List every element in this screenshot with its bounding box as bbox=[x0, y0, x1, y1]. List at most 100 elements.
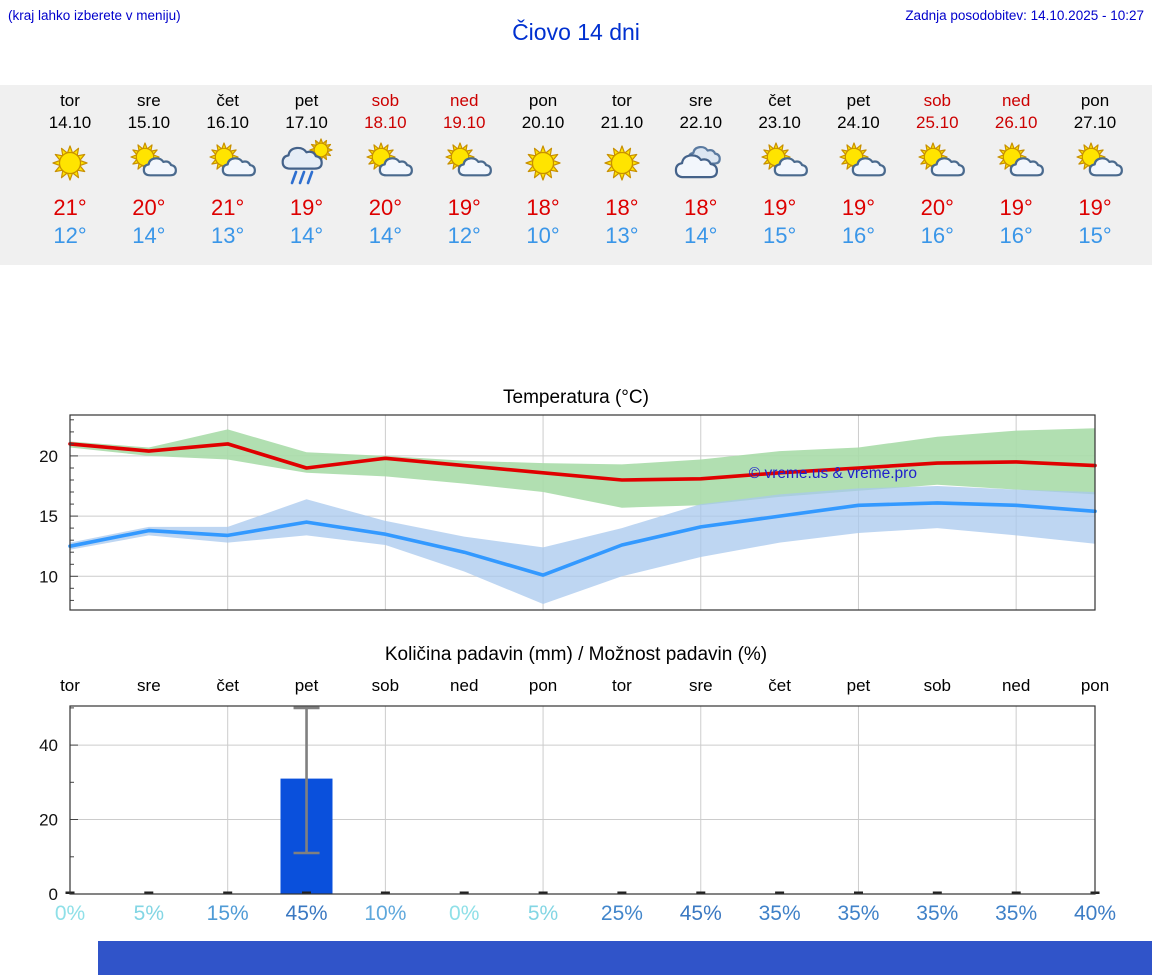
precip-probability: 0% bbox=[449, 902, 480, 925]
svg-text:10: 10 bbox=[39, 567, 58, 586]
svg-text:0: 0 bbox=[49, 885, 58, 902]
svg-text:20: 20 bbox=[39, 811, 58, 830]
day-name: tor bbox=[612, 91, 632, 110]
low-temp: 15° bbox=[762, 223, 797, 248]
precip-day-label: pet bbox=[294, 676, 319, 695]
sunny-icon bbox=[582, 136, 662, 192]
high-temp: 20° bbox=[920, 195, 954, 220]
day-name: pon bbox=[528, 91, 558, 110]
rain-showers-icon bbox=[267, 136, 347, 192]
high-temp: 19° bbox=[841, 195, 876, 220]
temperature-chart: 10 15 20 © vreme.us & vreme.pro bbox=[0, 410, 1152, 616]
zero-bar-tick bbox=[854, 891, 863, 894]
precip-day-label: pon bbox=[528, 676, 558, 695]
forecast-day[interactable]: tor 21.10 18° 13° bbox=[582, 85, 662, 249]
forecast-strip: tor 14.10 21° 12° sre 15.10 20° 14° čet 16.10 21° 1… bbox=[0, 85, 1152, 265]
day-date: 25.10 bbox=[916, 113, 959, 132]
partly-cloudy-icon bbox=[345, 136, 425, 192]
error-whisker bbox=[293, 706, 320, 855]
zero-bar-tick bbox=[380, 891, 390, 894]
precip-probability: 45% bbox=[679, 902, 722, 925]
zero-bar-tick bbox=[932, 891, 942, 894]
day-name: pon bbox=[1080, 91, 1110, 110]
forecast-day[interactable]: čet 16.10 21° 13° bbox=[188, 85, 268, 249]
low-temp: 15° bbox=[1078, 223, 1112, 248]
zero-bar-tick bbox=[1011, 891, 1021, 894]
high-temp: 19° bbox=[999, 195, 1033, 220]
high-temp: 19° bbox=[289, 195, 324, 220]
menu-hint: (kraj lahko izberete v meniju) bbox=[8, 8, 181, 23]
forecast-day[interactable]: sob 25.10 20° 16° bbox=[897, 85, 977, 249]
precipitation-day-labels: tor sre čet pet sob ned pon tor sre čet pet sob ned p… bbox=[0, 676, 1152, 698]
low-temp: 14° bbox=[368, 223, 403, 248]
day-date: 14.10 bbox=[48, 113, 92, 132]
forecast-day[interactable]: sre 22.10 18° 14° bbox=[661, 85, 741, 249]
precip-day-label: ned bbox=[1001, 676, 1031, 695]
zero-bar-tick bbox=[144, 891, 154, 894]
low-temp: 12° bbox=[53, 223, 87, 248]
forecast-day[interactable]: pet 24.10 19° 16° bbox=[818, 85, 898, 249]
partly-cloudy-icon bbox=[1055, 136, 1135, 192]
precip-probability: 5% bbox=[133, 902, 165, 925]
low-temp: 13° bbox=[605, 223, 639, 248]
forecast-day[interactable]: ned 26.10 19° 16° bbox=[976, 85, 1056, 249]
sunny-icon bbox=[503, 136, 583, 192]
precipitation-chart: 0 20 40 bbox=[0, 702, 1152, 904]
zero-bar-tick bbox=[775, 891, 785, 894]
forecast-day[interactable]: pon 27.10 19° 15° bbox=[1055, 85, 1135, 249]
precip-day-label: sob bbox=[923, 676, 951, 695]
precip-probability: 35% bbox=[837, 902, 880, 925]
day-name: sre bbox=[688, 91, 713, 110]
precip-day-label: pet bbox=[846, 676, 871, 695]
day-date: 20.10 bbox=[521, 113, 565, 132]
forecast-day[interactable]: sre 15.10 20° 14° bbox=[109, 85, 189, 249]
forecast-day[interactable]: čet 23.10 19° 15° bbox=[740, 85, 820, 249]
day-date: 21.10 bbox=[600, 113, 644, 132]
partly-cloudy-icon bbox=[740, 136, 820, 192]
day-date: 17.10 bbox=[285, 113, 328, 132]
low-temp: 12° bbox=[447, 223, 481, 248]
zero-bar-tick bbox=[459, 891, 469, 894]
precip-day-label: pon bbox=[1080, 676, 1110, 695]
day-date: 23.10 bbox=[758, 113, 801, 132]
max-temperature-line bbox=[68, 442, 1097, 482]
max-temperature-band bbox=[70, 428, 1095, 508]
precip-day-label: čet bbox=[216, 676, 240, 695]
day-date: 22.10 bbox=[679, 113, 723, 132]
zero-bar-tick bbox=[223, 891, 233, 894]
zero-bar-tick bbox=[617, 891, 627, 894]
forecast-day[interactable]: tor 14.10 21° 12° bbox=[30, 85, 110, 249]
high-temp: 18° bbox=[605, 195, 639, 220]
day-name: sre bbox=[137, 91, 161, 110]
partly-cloudy-icon bbox=[424, 136, 504, 192]
page-title: Čiovo 14 dni bbox=[512, 19, 640, 45]
last-update: Zadnja posodobitev: 14.10.2025 - 10:27 bbox=[905, 8, 1144, 23]
partly-cloudy-icon bbox=[976, 136, 1056, 192]
forecast-day[interactable]: sob 18.10 20° 14° bbox=[345, 85, 425, 249]
forecast-day[interactable]: ned 19.10 19° 12° bbox=[424, 85, 504, 249]
high-temp: 19° bbox=[1078, 195, 1112, 220]
high-temp: 21° bbox=[53, 195, 87, 220]
min-temperature-line bbox=[68, 501, 1097, 577]
zero-bar-tick bbox=[302, 891, 311, 894]
forecast-day[interactable]: pon 20.10 18° 10° bbox=[503, 85, 583, 249]
high-temp: 19° bbox=[447, 195, 481, 220]
sunny-icon bbox=[30, 136, 110, 192]
high-temp: 20° bbox=[132, 195, 166, 220]
day-name: sob bbox=[923, 91, 951, 110]
low-temp: 14° bbox=[289, 223, 324, 248]
precip-day-label: tor bbox=[60, 676, 80, 695]
partly-cloudy-icon bbox=[109, 136, 189, 192]
day-name: ned bbox=[450, 91, 479, 110]
zero-bar-tick bbox=[538, 891, 548, 894]
low-temp: 14° bbox=[132, 223, 166, 248]
precip-probability: 35% bbox=[916, 902, 959, 925]
day-date: 26.10 bbox=[994, 113, 1038, 132]
low-temp: 14° bbox=[684, 223, 718, 248]
day-name: sob bbox=[371, 91, 400, 110]
day-date: 24.10 bbox=[837, 113, 880, 132]
precipitation-probability-row: 0% 5% 15% 45% 10% 0% 5% 25% 45% 35% 35% 35% 35% 40% bbox=[0, 902, 1152, 930]
high-temp: 21° bbox=[211, 195, 245, 220]
forecast-day[interactable]: pet 17.10 19° 14° bbox=[267, 85, 347, 249]
